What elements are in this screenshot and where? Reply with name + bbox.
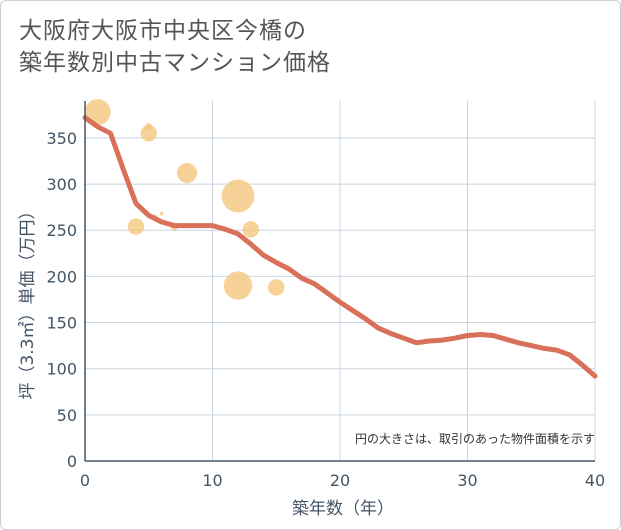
- bubble-size-note: 円の大きさは、取引のあった物件面積を示す: [355, 431, 595, 446]
- data-bubble: [268, 279, 285, 296]
- chart-title: 大阪府大阪市中央区今橋の 築年数別中古マンション価格: [19, 15, 331, 79]
- y-tick-label: 150: [46, 314, 77, 333]
- grid-lines: [85, 101, 596, 461]
- axes: 0 50 100 150 200 250 300 350 0 10 20 30 40: [46, 101, 605, 490]
- trend-line: [82, 115, 598, 379]
- y-tick-label: 300: [46, 175, 77, 194]
- chart-title-line-2: 築年数別中古マンション価格: [19, 50, 331, 76]
- y-tick-label: 350: [46, 129, 77, 148]
- y-tick-label: 50: [57, 406, 77, 425]
- x-tick-label: 20: [330, 471, 350, 490]
- data-bubble: [221, 179, 255, 213]
- y-tick-label: 0: [67, 452, 77, 471]
- data-bubble: [223, 271, 253, 300]
- y-tick-label: 200: [46, 267, 77, 286]
- data-bubble: [159, 211, 164, 216]
- y-axis-label: 坪（3.3㎡）単価（万円）: [18, 202, 38, 399]
- data-bubble: [84, 99, 111, 126]
- x-tick-label: 30: [457, 471, 477, 490]
- trend-layer: [82, 115, 598, 379]
- x-axis-label: 築年数（年）: [292, 499, 394, 519]
- data-bubble: [176, 162, 198, 184]
- x-tick-label: 10: [202, 471, 222, 490]
- data-bubble: [127, 218, 145, 235]
- y-tick-label: 250: [46, 221, 77, 240]
- bubble-layer: [84, 99, 285, 300]
- y-tick-label: 100: [46, 360, 77, 379]
- data-bubble: [140, 125, 157, 142]
- data-bubble: [242, 221, 259, 238]
- chart-title-line-1: 大阪府大阪市中央区今橋の: [19, 18, 307, 44]
- x-tick-label: 40: [585, 471, 605, 490]
- x-tick-label: 0: [80, 471, 90, 490]
